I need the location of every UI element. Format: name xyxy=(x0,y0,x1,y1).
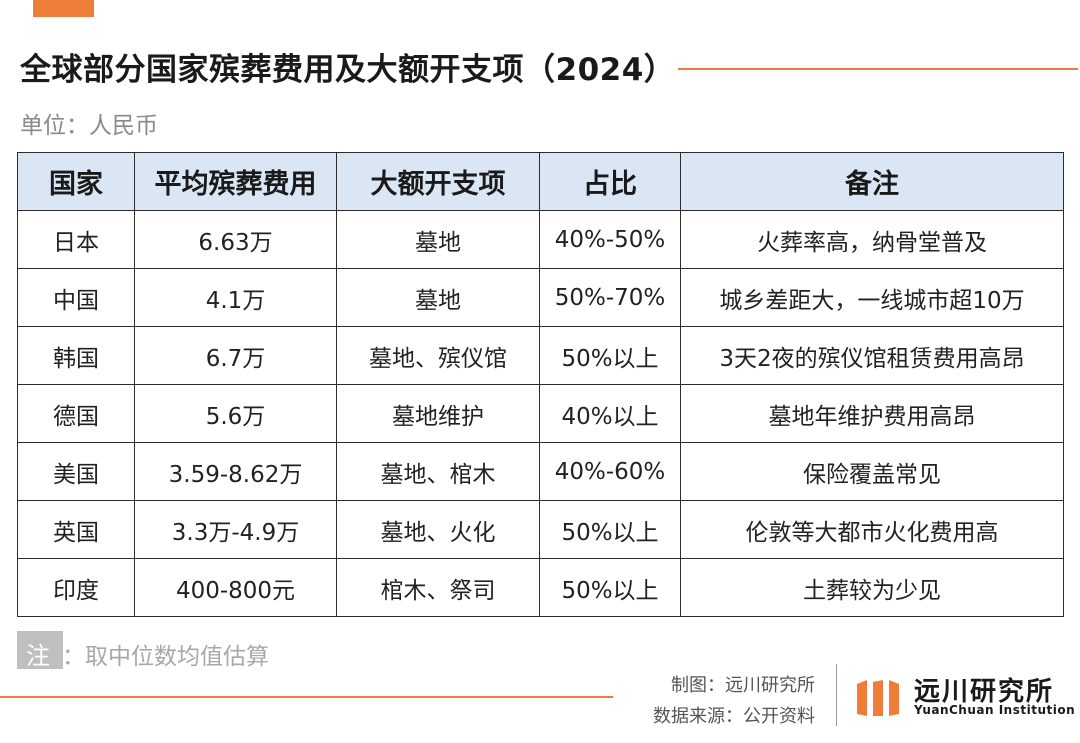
cell-country: 中国 xyxy=(17,268,135,327)
cell-country: 印度 xyxy=(17,558,135,617)
cell-remark: 城乡差距大，一线城市超10万 xyxy=(680,268,1064,327)
cell-share: 50%以上 xyxy=(539,326,681,385)
cell-avg-cost: 4.1万 xyxy=(134,268,337,327)
cell-major-expense: 墓地维护 xyxy=(336,384,540,443)
funeral-cost-table: 国家 平均殡葬费用 大额开支项 占比 备注 日本 6.63万 墓地 40%-50… xyxy=(17,152,1064,617)
cell-country: 德国 xyxy=(17,384,135,443)
cell-major-expense: 墓地 xyxy=(336,268,540,327)
table-row: 韩国 6.7万 墓地、殡仪馆 50%以上 3天2夜的殡仪馆租赁费用高昂 xyxy=(17,326,1064,385)
cell-major-expense: 棺木、祭司 xyxy=(336,558,540,617)
logo-name-en: YuanChuan Institution xyxy=(914,703,1076,717)
cell-country: 美国 xyxy=(17,442,135,501)
note-badge xyxy=(17,631,63,669)
chart-credit: 制图：远川研究所 xyxy=(671,675,815,696)
table-row: 中国 4.1万 墓地 50%-70% 城乡差距大，一线城市超10万 xyxy=(17,268,1064,327)
cell-avg-cost: 6.63万 xyxy=(134,210,337,269)
cell-major-expense: 墓地、殡仪馆 xyxy=(336,326,540,385)
cell-avg-cost: 5.6万 xyxy=(134,384,337,443)
header-major-expense: 大额开支项 xyxy=(336,152,540,211)
cell-country: 韩国 xyxy=(17,326,135,385)
header-remark: 备注 xyxy=(680,152,1064,211)
note-text: ：取中位数均值估算 xyxy=(62,644,269,670)
cell-major-expense: 墓地、火化 xyxy=(336,500,540,559)
header-share: 占比 xyxy=(539,152,681,211)
cell-avg-cost: 6.7万 xyxy=(134,326,337,385)
cell-share: 50%以上 xyxy=(539,500,681,559)
table-row: 英国 3.3万-4.9万 墓地、火化 50%以上 伦敦等大都市火化费用高 xyxy=(17,500,1064,559)
table-header-row: 国家 平均殡葬费用 大额开支项 占比 备注 xyxy=(17,152,1064,211)
note-label: 注 xyxy=(26,642,50,670)
table-row: 印度 400-800元 棺木、祭司 50%以上 土葬较为少见 xyxy=(17,558,1064,617)
page-title: 全球部分国家殡葬费用及大额开支项（2024） xyxy=(20,52,676,88)
footer-accent-line xyxy=(0,696,613,698)
table-row: 美国 3.59-8.62万 墓地、棺木 40%-60% 保险覆盖常见 xyxy=(17,442,1064,501)
header-country: 国家 xyxy=(17,152,135,211)
cell-avg-cost: 400-800元 xyxy=(134,558,337,617)
title-accent-line xyxy=(678,68,1078,70)
yuanchuan-logo-icon xyxy=(857,680,899,716)
logo-name-cn: 远川研究所 xyxy=(914,677,1055,707)
table-row: 德国 5.6万 墓地维护 40%以上 墓地年维护费用高昂 xyxy=(17,384,1064,443)
cell-share: 50%以上 xyxy=(539,558,681,617)
cell-remark: 墓地年维护费用高昂 xyxy=(680,384,1064,443)
top-accent-bar xyxy=(33,0,94,17)
cell-share: 50%-70% xyxy=(539,268,681,327)
table-row: 日本 6.63万 墓地 40%-50% 火葬率高，纳骨堂普及 xyxy=(17,210,1064,269)
cell-country: 英国 xyxy=(17,500,135,559)
footer-divider xyxy=(836,664,837,726)
cell-remark: 3天2夜的殡仪馆租赁费用高昂 xyxy=(680,326,1064,385)
cell-country: 日本 xyxy=(17,210,135,269)
cell-major-expense: 墓地、棺木 xyxy=(336,442,540,501)
cell-remark: 土葬较为少见 xyxy=(680,558,1064,617)
unit-label: 单位：人民币 xyxy=(20,113,158,139)
cell-major-expense: 墓地 xyxy=(336,210,540,269)
cell-share: 40%-50% xyxy=(539,210,681,269)
data-source: 数据来源：公开资料 xyxy=(653,706,815,727)
cell-remark: 火葬率高，纳骨堂普及 xyxy=(680,210,1064,269)
cell-avg-cost: 3.59-8.62万 xyxy=(134,442,337,501)
header-avg-cost: 平均殡葬费用 xyxy=(134,152,337,211)
cell-share: 40%以上 xyxy=(539,384,681,443)
cell-share: 40%-60% xyxy=(539,442,681,501)
cell-remark: 伦敦等大都市火化费用高 xyxy=(680,500,1064,559)
cell-avg-cost: 3.3万-4.9万 xyxy=(134,500,337,559)
cell-remark: 保险覆盖常见 xyxy=(680,442,1064,501)
